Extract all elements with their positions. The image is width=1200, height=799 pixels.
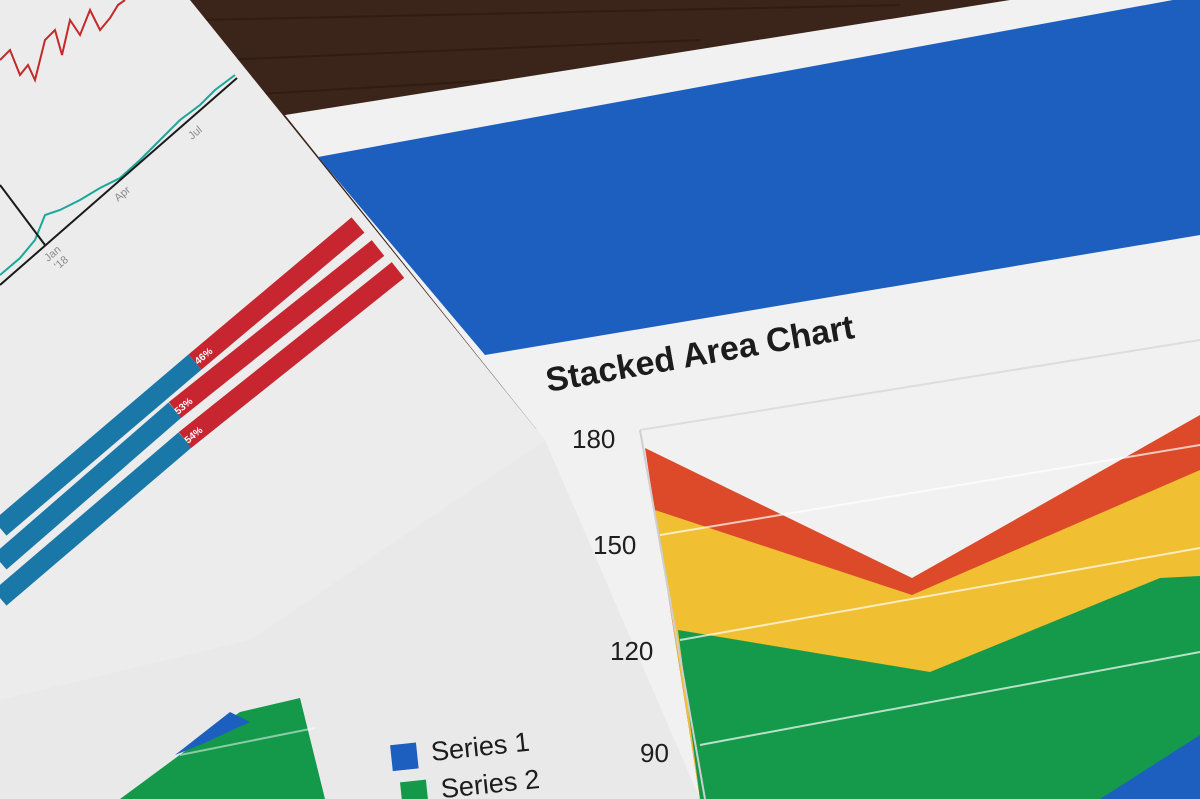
bar-chart: 46% 53% 54% (0, 217, 405, 606)
left-paper (0, 0, 545, 700)
legend-swatch-series-2 (400, 779, 429, 799)
teal-line (0, 74, 236, 276)
wood-grain (199, 4, 901, 96)
area-series-blue (1100, 735, 1200, 799)
bottom-paper (0, 420, 720, 799)
bar-2-blue (0, 402, 182, 570)
y-axis (639, 429, 706, 799)
bottom-green-area (120, 698, 325, 799)
marker-line (0, 184, 46, 246)
bar-1-red (188, 217, 365, 370)
stacked-area-chart: 180 150 120 90 (572, 339, 1200, 799)
y-tick-180: 180 (572, 424, 615, 454)
red-price-line (0, 0, 126, 83)
bar-3-red (178, 262, 405, 448)
gridline-90 (699, 651, 1200, 746)
gridline-150 (659, 444, 1200, 536)
bottom-blue-area (175, 712, 250, 755)
gridline-120 (679, 547, 1200, 641)
y-tick-120: 120 (610, 636, 653, 666)
bottom-gridline (179, 727, 316, 756)
gridline-180 (639, 339, 1200, 431)
y-tick-90: 90 (640, 738, 669, 768)
blue-banner (318, 0, 1200, 355)
bar-3-blue (0, 432, 192, 606)
trend-line (0, 77, 238, 286)
area-series-green (678, 576, 1200, 799)
y-tick-150: 150 (593, 530, 636, 560)
legend-swatch-series-1 (390, 742, 419, 772)
bar-2-red (168, 240, 385, 418)
bar-1-blue (0, 354, 202, 536)
